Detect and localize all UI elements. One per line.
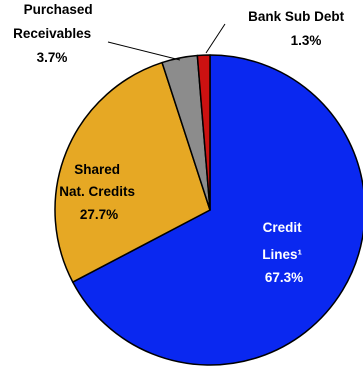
leader-lines	[107, 23, 226, 61]
pie-slice-credit-lines	[72, 54, 363, 366]
slice-labels: Credit Lines¹ 67.3% Shared Nat. Credits …	[13, 2, 348, 285]
slice-label-purchased-receivables: Purchased Receivables 3.7%	[13, 2, 96, 65]
pie-slice-shared-nat-credits	[54, 61, 211, 283]
pie-slices	[54, 54, 363, 366]
slice-label-shared-nat-credits: Shared Nat. Credits 27.7%	[59, 162, 139, 222]
leader-line-bank-sub-debt	[205, 23, 226, 54]
slice-label-credit-lines: Credit Lines¹ 67.3%	[262, 220, 306, 285]
slice-label-bank-sub-debt: Bank Sub Debt 1.3%	[248, 9, 348, 48]
pie-slice-bank-sub-debt	[196, 54, 211, 211]
leader-line-purchased-receivables	[107, 41, 181, 61]
